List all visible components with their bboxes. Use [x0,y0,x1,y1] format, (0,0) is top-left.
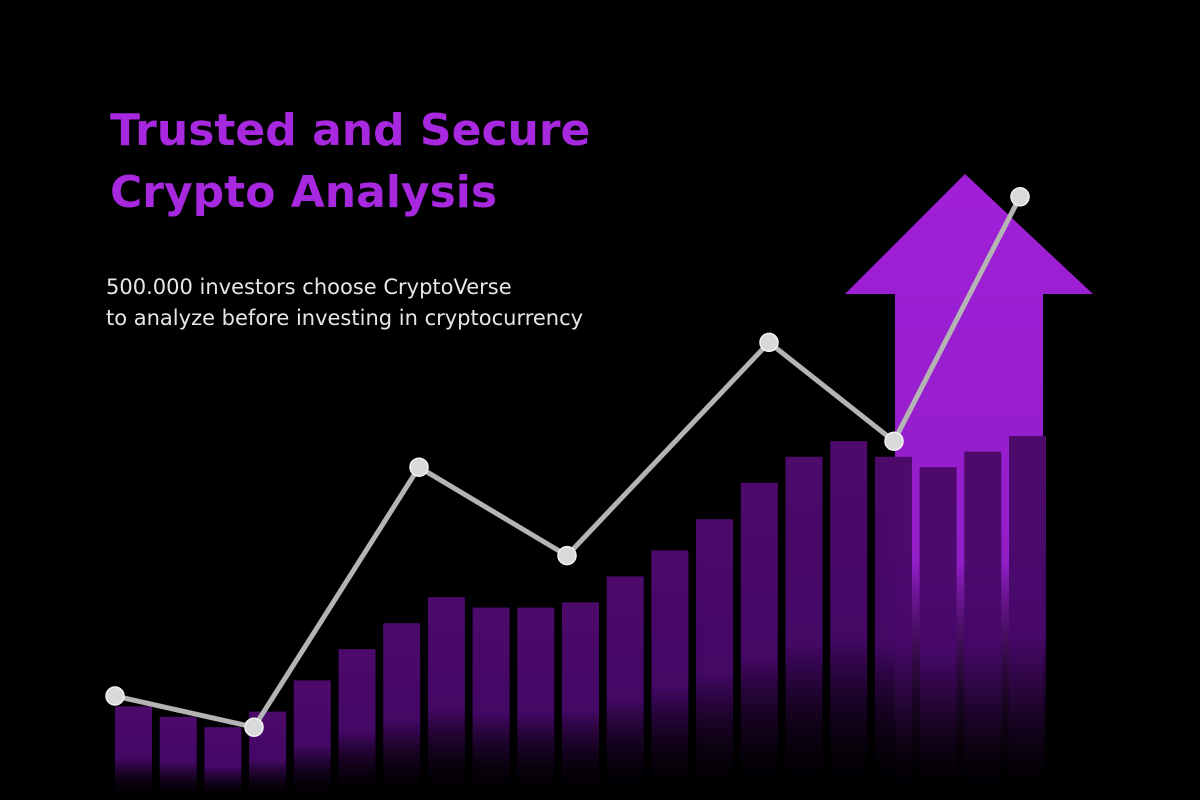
bar-17 [830,441,868,800]
bar-2 [159,716,197,800]
trend-point-1 [105,686,125,706]
trend-line-series [105,187,1030,737]
bar-10 [517,607,555,800]
trend-point-7 [1010,187,1030,207]
trend-point-2 [244,717,264,737]
headline: Trusted and Secure Crypto Analysis [110,100,810,224]
bar-13 [651,550,689,800]
bar-16 [785,456,823,800]
trend-point-3 [409,457,429,477]
bar-11 [562,602,599,800]
bar-15 [740,482,778,800]
trend-point-4 [557,545,577,566]
bar-8 [427,597,465,800]
headline-line-2: Crypto Analysis [110,167,498,218]
bar-series [115,436,1046,800]
bar-6 [338,649,376,800]
headline-line-1: Trusted and Secure [110,105,591,156]
bar-7 [383,623,421,800]
bar-18 [874,456,912,800]
bar-20 [964,451,1002,800]
bar-14 [696,519,734,800]
subtext: 500.000 investors choose CryptoVerse to … [106,272,806,334]
bar-21 [1009,436,1046,800]
bar-3 [204,727,242,800]
trend-point-5 [759,332,779,353]
bar-5 [293,680,331,800]
trend-point-6 [884,431,904,451]
subtext-line-2: to analyze before investing in cryptocur… [106,306,584,330]
bar-9 [472,607,510,800]
bar-12 [606,576,644,800]
subtext-line-1: 500.000 investors choose CryptoVerse [106,275,512,299]
bar-19 [919,467,957,800]
bar-1 [115,706,152,800]
